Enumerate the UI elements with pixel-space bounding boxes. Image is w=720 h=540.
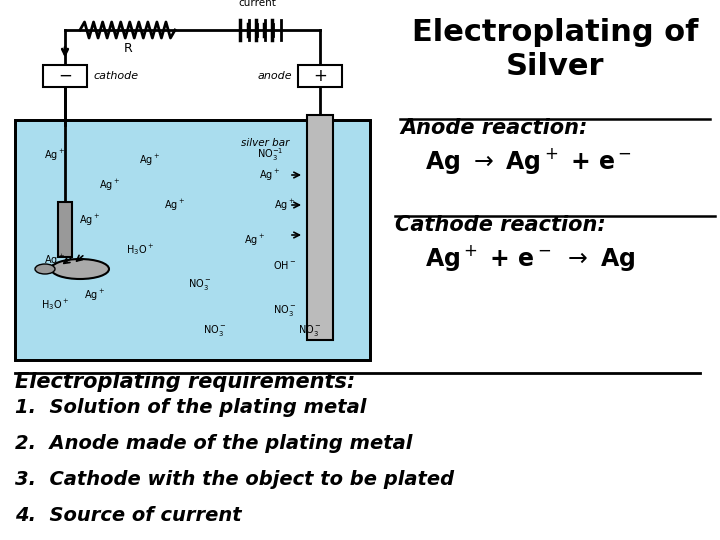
Text: Ag$^+$: Ag$^+$ <box>99 178 120 193</box>
Text: Silver: Silver <box>505 52 604 81</box>
Text: R: R <box>124 42 132 55</box>
Text: Source of
current: Source of current <box>233 0 282 8</box>
Text: NO$_3^{-1}$: NO$_3^{-1}$ <box>257 146 283 164</box>
Text: NO$_3^-$: NO$_3^-$ <box>203 322 227 338</box>
Text: Anode reaction:: Anode reaction: <box>400 118 588 138</box>
Text: Ag$^+$: Ag$^+$ <box>164 198 186 213</box>
Bar <box>298 65 342 87</box>
Bar <box>15 120 370 360</box>
Text: Ag$^+$: Ag$^+$ <box>45 252 66 267</box>
Text: Electroplating requirements:: Electroplating requirements: <box>15 372 355 392</box>
Text: Ag$^+$ + e$^-$ $\rightarrow$ Ag: Ag$^+$ + e$^-$ $\rightarrow$ Ag <box>425 243 636 273</box>
Text: +: + <box>313 67 327 85</box>
Text: Cathode reaction:: Cathode reaction: <box>395 215 606 235</box>
Text: Ag$^+$: Ag$^+$ <box>140 152 161 167</box>
Ellipse shape <box>35 264 55 274</box>
Text: NO$_3^-$: NO$_3^-$ <box>274 302 297 318</box>
Bar <box>43 65 87 87</box>
Text: anode: anode <box>257 71 292 81</box>
Text: Ag$^+$: Ag$^+$ <box>244 232 266 247</box>
Text: 4.  Source of current: 4. Source of current <box>15 506 242 525</box>
Text: H$_3$O$^+$: H$_3$O$^+$ <box>126 242 154 258</box>
Bar <box>58 202 72 257</box>
Text: Ag$^+$: Ag$^+$ <box>45 147 66 163</box>
Text: 2.  Anode made of the plating metal: 2. Anode made of the plating metal <box>15 434 413 453</box>
Text: 3.  Cathode with the object to be plated: 3. Cathode with the object to be plated <box>15 470 454 489</box>
Text: NO$_3^-$: NO$_3^-$ <box>189 278 212 293</box>
Bar <box>15 120 370 360</box>
Text: silver bar: silver bar <box>240 138 289 148</box>
Text: Ag$^+$: Ag$^+$ <box>259 167 281 183</box>
Text: Electroplating of: Electroplating of <box>412 18 698 47</box>
Text: 1.  Solution of the plating metal: 1. Solution of the plating metal <box>15 398 366 417</box>
Text: OH$^-$: OH$^-$ <box>274 259 297 271</box>
Text: Ag$^+$: Ag$^+$ <box>274 198 296 213</box>
Text: Ag$^+$: Ag$^+$ <box>79 212 101 227</box>
Text: H$_3$O$^+$: H$_3$O$^+$ <box>41 298 69 313</box>
Ellipse shape <box>51 259 109 279</box>
Text: cathode: cathode <box>93 71 138 81</box>
Text: −: − <box>58 67 72 85</box>
Text: Ag $\rightarrow$ Ag$^+$ + e$^-$: Ag $\rightarrow$ Ag$^+$ + e$^-$ <box>425 146 632 176</box>
Bar <box>307 115 333 340</box>
Text: Ag$^+$: Ag$^+$ <box>84 287 106 302</box>
Text: NO$_3^-$: NO$_3^-$ <box>298 322 322 338</box>
